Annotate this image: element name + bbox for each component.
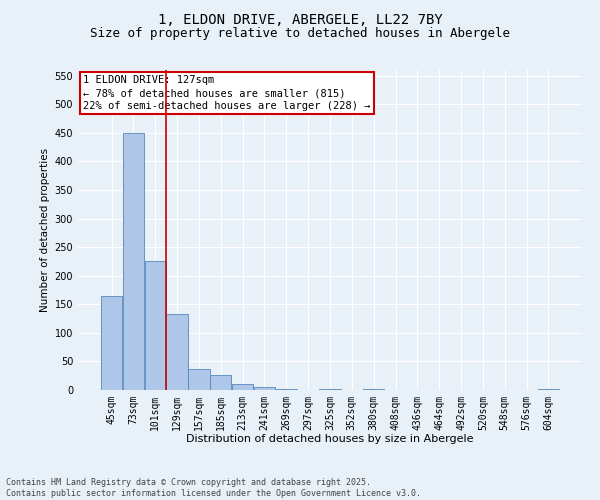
- Bar: [538, 389, 559, 390]
- X-axis label: Distribution of detached houses by size in Abergele: Distribution of detached houses by size …: [186, 434, 474, 444]
- Bar: [210, 374, 232, 390]
- Text: 1 ELDON DRIVE: 127sqm
← 78% of detached houses are smaller (815)
22% of semi-det: 1 ELDON DRIVE: 127sqm ← 78% of detached …: [83, 75, 371, 111]
- Bar: [101, 296, 122, 390]
- Bar: [276, 389, 297, 390]
- Text: Contains HM Land Registry data © Crown copyright and database right 2025.
Contai: Contains HM Land Registry data © Crown c…: [6, 478, 421, 498]
- Bar: [123, 133, 144, 390]
- Y-axis label: Number of detached properties: Number of detached properties: [40, 148, 50, 312]
- Bar: [188, 370, 209, 390]
- Bar: [254, 387, 275, 390]
- Bar: [363, 389, 384, 390]
- Bar: [166, 314, 188, 390]
- Bar: [319, 389, 341, 390]
- Bar: [232, 384, 253, 390]
- Text: 1, ELDON DRIVE, ABERGELE, LL22 7BY: 1, ELDON DRIVE, ABERGELE, LL22 7BY: [158, 12, 442, 26]
- Text: Size of property relative to detached houses in Abergele: Size of property relative to detached ho…: [90, 28, 510, 40]
- Bar: [145, 262, 166, 390]
